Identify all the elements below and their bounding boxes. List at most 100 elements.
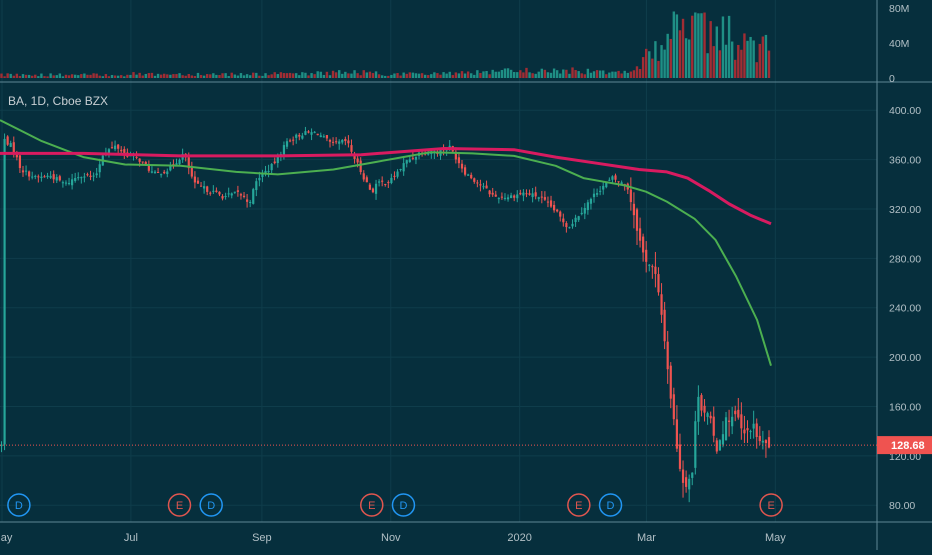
volume-bar: [396, 73, 399, 78]
volume-bar: [552, 68, 556, 78]
volume-bar: [377, 74, 381, 78]
volume-bar: [571, 67, 574, 78]
candle-body: [758, 435, 761, 442]
candle-body: [86, 174, 89, 176]
dividend-badge[interactable]: [598, 493, 623, 517]
candle-body: [344, 139, 347, 142]
volume-bar: [448, 71, 451, 78]
volume-bar: [746, 40, 749, 78]
candle-body: [316, 133, 319, 136]
candle-body: [15, 154, 18, 158]
volume-bar: [657, 60, 660, 78]
candle-body: [605, 182, 608, 188]
candle-body: [341, 139, 344, 143]
volume-bar: [116, 75, 120, 78]
candle-body: [694, 421, 697, 468]
candle-body: [727, 420, 731, 422]
volume-bar: [752, 40, 755, 78]
candle-body: [445, 149, 448, 151]
candle-body: [384, 183, 387, 185]
volume-bar: [473, 74, 476, 78]
volume-bar: [660, 45, 663, 78]
candle-body: [273, 161, 276, 164]
volume-bar: [104, 74, 108, 78]
volume-bar: [98, 75, 101, 78]
time-tick-label: Mar: [637, 532, 656, 544]
volume-bar: [454, 72, 458, 78]
dividend-badge[interactable]: [7, 493, 31, 517]
volume-bar: [402, 72, 405, 78]
volume-bar: [101, 76, 105, 78]
earnings-badge[interactable]: [759, 493, 783, 517]
candle-body: [405, 160, 408, 164]
candle-body: [117, 144, 120, 149]
volume-bar: [629, 71, 633, 78]
candle-body: [9, 143, 12, 147]
candle-body: [663, 309, 666, 342]
volume-bar: [233, 74, 237, 78]
candle-body: [399, 169, 402, 171]
earnings-badge[interactable]: [567, 493, 591, 517]
candle-body: [147, 164, 150, 171]
event-badge-label: E: [575, 500, 582, 512]
candle-body: [98, 164, 101, 173]
volume-bar: [156, 73, 160, 78]
volume-bar: [67, 75, 71, 78]
volume-bar: [338, 70, 341, 78]
volume-bar: [245, 74, 249, 78]
dividend-badge[interactable]: [199, 493, 223, 517]
volume-bar: [758, 43, 761, 78]
candle-body: [338, 141, 341, 144]
candle-body: [681, 469, 685, 483]
candle-body: [562, 218, 565, 223]
volume-bar: [743, 33, 746, 78]
candle-body: [703, 405, 706, 413]
volume-bar: [242, 75, 246, 78]
volume-bar: [70, 74, 74, 78]
volume-bar: [141, 75, 144, 78]
volume-bar: [276, 74, 279, 78]
event-badge-label: D: [207, 500, 215, 512]
volume-bar: [295, 73, 298, 78]
volume-bar: [181, 75, 184, 78]
candle-body: [568, 227, 571, 229]
candle-body: [362, 173, 365, 180]
dividend-badge[interactable]: [391, 493, 416, 517]
candle-body: [479, 184, 482, 186]
volume-bar: [40, 73, 43, 78]
volume-bar: [430, 74, 433, 78]
candle-body: [408, 159, 411, 162]
candle-body: [476, 182, 479, 184]
volume-bar: [387, 75, 390, 78]
candle-body: [599, 190, 602, 192]
volume-bar: [27, 74, 31, 78]
earnings-badge[interactable]: [360, 493, 384, 517]
volume-bar: [384, 75, 387, 78]
ma-slow-line: [0, 147, 772, 226]
volume-bar: [236, 75, 240, 78]
volume-bar: [494, 71, 497, 78]
candle-body: [110, 147, 114, 149]
volume-bar: [614, 71, 617, 78]
last-price-label: 128.68: [891, 440, 925, 452]
volume-bar: [436, 73, 439, 78]
volume-bar: [86, 74, 89, 78]
volume-bar: [549, 72, 553, 78]
volume-bar: [190, 75, 194, 78]
volume-bar: [439, 74, 442, 78]
volume-bar: [730, 41, 734, 78]
candle-body: [233, 191, 236, 193]
volume-bar: [341, 73, 344, 78]
volume-bar: [399, 75, 402, 78]
earnings-badge[interactable]: [167, 493, 192, 517]
candle-body: [24, 170, 28, 172]
candle-body: [304, 131, 307, 135]
candle-body: [457, 157, 461, 164]
time-tick-label: Sep: [252, 532, 272, 544]
volume-bar: [46, 76, 49, 78]
candle-body: [3, 138, 6, 445]
candle-body: [218, 191, 221, 195]
